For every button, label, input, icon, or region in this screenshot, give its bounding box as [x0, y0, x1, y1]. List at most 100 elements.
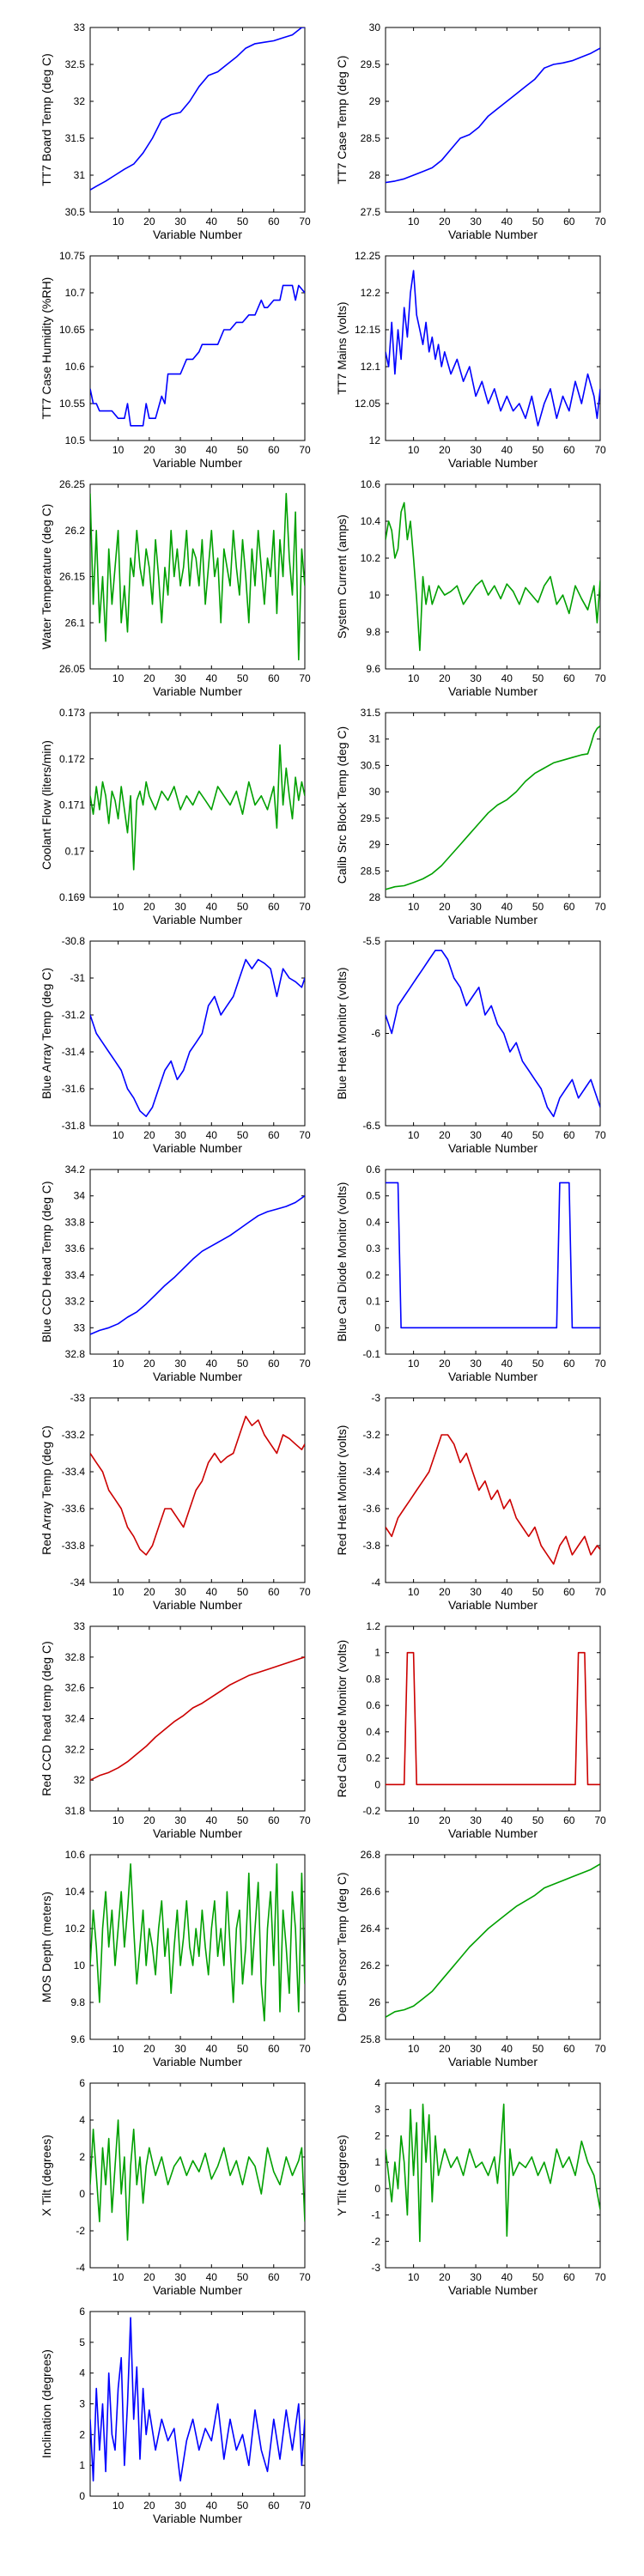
x-tick-label: 10: [112, 901, 125, 913]
x-tick-label: 70: [594, 672, 606, 684]
x-tick-label: 10: [112, 672, 125, 684]
plot-frame: [385, 1625, 601, 1812]
y-tick-label: 2: [79, 2428, 85, 2440]
x-tick-label: 20: [439, 901, 451, 913]
x-tick-label: 40: [501, 901, 513, 913]
x-tick-label: 20: [439, 1129, 451, 1141]
y-tick-label: 31: [74, 169, 86, 181]
x-tick-label: 60: [268, 2271, 280, 2283]
y-tick-label: -4: [76, 2262, 85, 2274]
y-tick-label: 29: [369, 839, 381, 851]
y-tick-label: 26.05: [59, 663, 85, 675]
y-tick-label: 26.2: [361, 1959, 381, 1971]
y-tick-label: 30.5: [361, 759, 381, 771]
plot-frame: [89, 940, 306, 1127]
x-tick-label: 20: [439, 672, 451, 684]
x-tick-label: 30: [174, 2271, 186, 2283]
y-tick-label: -0.2: [362, 1805, 380, 1817]
y-axis-label: Blue Cal Diode Monitor (volts): [335, 1182, 349, 1342]
x-tick-label: 10: [408, 2043, 420, 2055]
x-axis-label: Variable Number: [153, 228, 242, 241]
x-tick-label: 20: [143, 2500, 155, 2512]
y-tick-label: 0.6: [366, 1699, 380, 1711]
x-tick-label: 20: [439, 2271, 451, 2283]
x-tick-label: 30: [174, 1814, 186, 1826]
y-tick-label: 31: [369, 733, 381, 745]
plot-frame: [385, 1169, 601, 1355]
y-tick-label: 33.8: [65, 1216, 86, 1228]
x-tick-label: 40: [501, 216, 513, 228]
x-tick-label: 60: [563, 444, 575, 456]
y-axis-label: Inclination (degrees): [39, 2349, 53, 2458]
series-line: [386, 725, 600, 890]
x-tick-label: 10: [112, 2043, 125, 2055]
x-axis-label: Variable Number: [153, 2283, 242, 2297]
y-tick-label: 10: [369, 589, 381, 601]
y-tick-label: 4: [79, 2114, 85, 2126]
x-tick-label: 30: [174, 2043, 186, 2055]
y-axis-label: Blue Array Temp (deg C): [39, 968, 53, 1099]
y-tick-label: 0.4: [366, 1726, 380, 1738]
y-tick-label: 10.2: [65, 1923, 86, 1935]
y-tick-label: 5: [79, 2336, 85, 2348]
y-tick-label: 3: [79, 2398, 85, 2410]
x-tick-label: 50: [237, 672, 249, 684]
x-tick-label: 20: [439, 1586, 451, 1598]
x-tick-label: 10: [112, 2271, 125, 2283]
y-tick-label: 28: [369, 169, 381, 181]
x-tick-label: 20: [143, 901, 155, 913]
y-tick-label: 1: [374, 2156, 380, 2168]
x-tick-label: 20: [439, 1358, 451, 1370]
y-tick-label: -3.2: [362, 1429, 380, 1441]
x-tick-label: 20: [143, 1129, 155, 1141]
y-tick-label: -3.8: [362, 1540, 380, 1552]
chart-panel-12: 10 20 30 40 50 60 70 -0.1 0 0.1 0.2 0.3 0.4 0.5 0.6 Var…: [335, 1163, 606, 1383]
y-tick-label: 26.8: [361, 1849, 381, 1861]
y-tick-label: 10.7: [65, 287, 86, 299]
y-tick-label: 28.5: [361, 865, 381, 877]
x-tick-label: 30: [470, 672, 482, 684]
x-tick-label: 30: [470, 1814, 482, 1826]
y-axis-label: Red Heat Monitor (volts): [335, 1425, 349, 1556]
y-axis-label: Water Temperature (deg C): [39, 504, 53, 650]
x-tick-label: 20: [143, 1358, 155, 1370]
x-tick-label: 20: [143, 2271, 155, 2283]
x-tick-label: 10: [408, 1358, 420, 1370]
series-line: [386, 1182, 600, 1329]
series-line: [386, 47, 600, 184]
x-tick-label: 10: [112, 1586, 125, 1598]
series-line: [90, 744, 305, 871]
y-tick-label: 26.4: [361, 1923, 381, 1935]
x-axis-label: Variable Number: [448, 1598, 538, 1612]
y-tick-label: 0: [79, 2490, 85, 2502]
x-axis-label: Variable Number: [153, 2055, 242, 2069]
x-tick-label: 10: [408, 216, 420, 228]
y-tick-label: 0.8: [366, 1673, 380, 1685]
x-tick-label: 40: [501, 444, 513, 456]
x-tick-label: 70: [299, 444, 311, 456]
y-tick-label: 10.75: [59, 250, 85, 262]
y-tick-label: -0.1: [362, 1348, 380, 1360]
series-line: [90, 492, 305, 661]
series-line: [386, 270, 600, 427]
y-tick-label: 9.6: [70, 2033, 85, 2045]
series-line: [90, 284, 305, 427]
x-tick-label: 10: [408, 1586, 420, 1598]
x-tick-label: 50: [237, 444, 249, 456]
x-tick-label: 60: [268, 216, 280, 228]
x-axis-label: Variable Number: [153, 456, 242, 470]
chart-panel-8: 10 20 30 40 50 60 70 28 28.5 29 29.5 30 30.5 31 31.5 Va…: [335, 707, 606, 927]
y-tick-label: 32: [74, 1774, 86, 1786]
x-tick-label: 10: [112, 444, 125, 456]
y-tick-label: -1: [371, 2209, 380, 2221]
x-tick-label: 20: [143, 444, 155, 456]
y-tick-label: 0.172: [59, 753, 85, 765]
x-tick-label: 50: [532, 216, 544, 228]
y-tick-label: 32.4: [65, 1713, 86, 1725]
y-tick-label: 0.1: [366, 1296, 380, 1308]
chart-panel-9: 10 20 30 40 50 60 70 -31.8 -31.6 -31.4 -31.2 -31 -30…: [39, 935, 311, 1155]
x-tick-label: 20: [143, 672, 155, 684]
plot-frame: [385, 1397, 601, 1583]
y-axis-label: Blue Heat Monitor (volts): [335, 967, 349, 1099]
y-tick-label: 26.25: [59, 478, 85, 490]
